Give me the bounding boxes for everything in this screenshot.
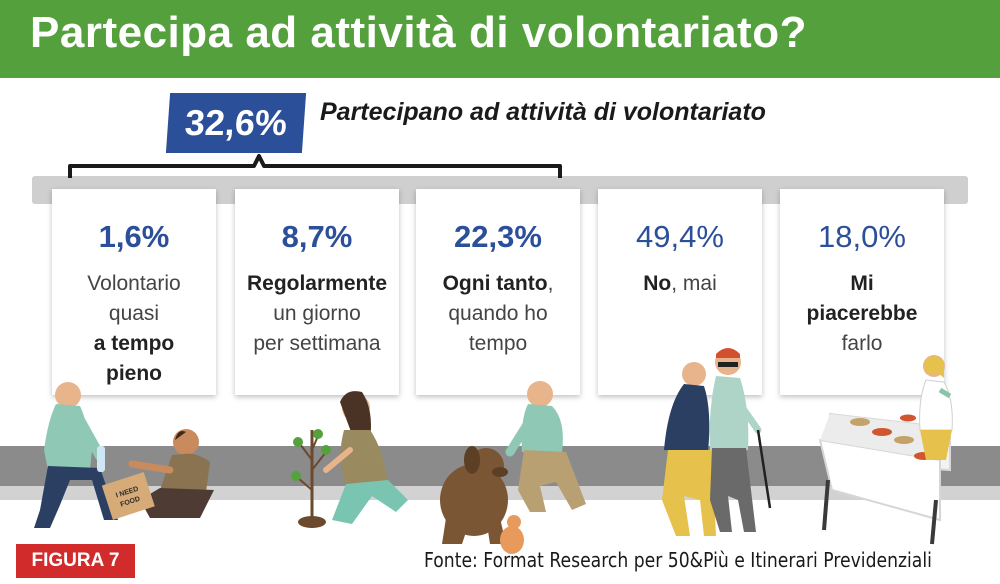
volunteer-planting-tree-illustration bbox=[291, 391, 408, 528]
summary-label: Partecipano ad attività di volontariato bbox=[320, 98, 766, 126]
card-would-like: 18,0% Mi piacerebbe farlo bbox=[780, 189, 944, 395]
card-description: Regolarmente un giorno per settimana bbox=[235, 269, 399, 359]
card-text-line: farlo bbox=[841, 332, 883, 355]
card-text-line: Volontario bbox=[87, 272, 181, 295]
card-description: Mi piacerebbe farlo bbox=[780, 269, 944, 359]
card-text-line: tempo bbox=[468, 332, 528, 355]
card-text-bold: Regolarmente bbox=[246, 272, 388, 295]
figure-label-badge: FIGURA 7 bbox=[16, 544, 135, 578]
card-text-bold: Mi bbox=[850, 272, 874, 295]
card-text-bold: piacerebbe bbox=[806, 302, 918, 325]
volunteer-giving-water-illustration: I NEED FOOD bbox=[34, 382, 214, 528]
card-value: 49,4% bbox=[636, 219, 724, 254]
card-text-line: un giorno bbox=[273, 302, 361, 325]
card-text-line: quando ho bbox=[448, 302, 548, 325]
card-text-bold: pieno bbox=[106, 362, 162, 385]
card-text-line: per settimana bbox=[253, 332, 381, 355]
volunteer-with-dog-illustration bbox=[440, 381, 586, 554]
card-regularly: 8,7% Regolarmente un giorno per settiman… bbox=[235, 189, 399, 395]
card-description: No, mai bbox=[598, 269, 762, 299]
card-value: 22,3% bbox=[454, 219, 542, 254]
card-description: Volontario quasi a tempo pieno bbox=[52, 269, 216, 389]
volunteer-helping-blind-man-illustration bbox=[662, 348, 772, 536]
card-near-full-time: 1,6% Volontario quasi a tempo pieno bbox=[52, 189, 216, 395]
card-text-bold: No bbox=[643, 272, 672, 295]
card-text-bold: a tempo bbox=[93, 332, 175, 355]
card-description: Ogni tanto, quando ho tempo bbox=[416, 269, 580, 359]
card-value: 18,0% bbox=[818, 219, 906, 254]
page-title: Partecipa ad attività di volontariato? bbox=[30, 8, 807, 57]
volunteer-serving-food-illustration bbox=[818, 355, 953, 545]
card-text-line: quasi bbox=[108, 302, 160, 325]
card-value: 1,6% bbox=[98, 219, 170, 254]
card-text-bold: Ogni tanto bbox=[442, 272, 548, 295]
card-text-suffix: , bbox=[547, 272, 554, 295]
card-sometimes: 22,3% Ogni tanto, quando ho tempo bbox=[416, 189, 580, 395]
title-banner: Partecipa ad attività di volontariato? bbox=[0, 0, 1000, 78]
card-value: 8,7% bbox=[281, 219, 353, 254]
card-text-suffix: , mai bbox=[671, 272, 717, 295]
